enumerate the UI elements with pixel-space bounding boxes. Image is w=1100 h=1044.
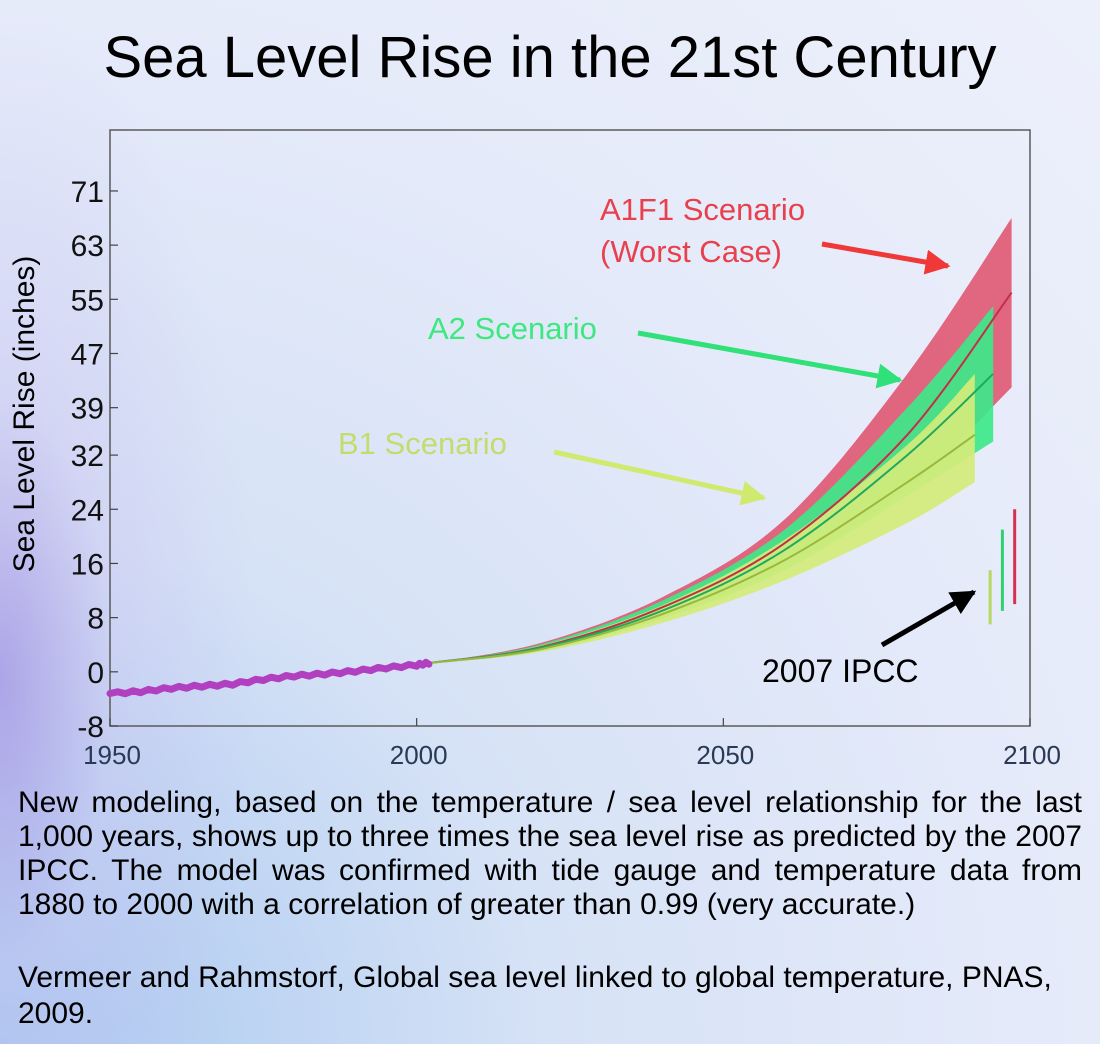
plot-frame — [109, 129, 1031, 727]
x-tick-label: 2000 — [390, 740, 448, 770]
b1-arrow — [553, 449, 767, 506]
y-tick-label: 16 — [71, 548, 104, 581]
ipcc-label: 2007 IPCC — [762, 653, 919, 689]
y-axis-label: Sea Level Rise (inches) — [8, 256, 41, 573]
a1f1-label-line2: (Worst Case) — [600, 234, 782, 269]
band-b1 — [428, 373, 975, 664]
ipcc-arrow — [880, 589, 977, 648]
source-citation: Vermeer and Rahmstorf, Global sea level … — [18, 961, 1052, 1030]
mean-line-b1 — [428, 433, 976, 665]
y-tick-label: 32 — [71, 440, 104, 473]
x-tick-label: 1950 — [83, 740, 141, 770]
a2-label: A2 Scenario — [428, 311, 597, 346]
x-tick-label: 2100 — [1003, 740, 1061, 770]
mean-line-a2 — [428, 373, 994, 665]
y-tick-label: 39 — [71, 393, 104, 426]
x-tick-label: 2050 — [696, 740, 754, 770]
y-tick-label: 63 — [71, 230, 104, 263]
y-tick-label: 47 — [71, 339, 104, 372]
chart-title: Sea Level Rise in the 21st Century — [103, 25, 997, 90]
y-tick-label: -8 — [77, 711, 104, 744]
y-tick-label: 55 — [71, 284, 104, 317]
observed-sea-level-line — [106, 658, 433, 698]
sea-level-chart: -8 0 8 16 24 32 39 47 55 63 71 1950 2000 2050 2100 Sea … — [8, 129, 1061, 770]
a1f1-arrow — [821, 241, 951, 275]
b1-label: B1 Scenario — [338, 426, 507, 461]
y-tick-label: 8 — [87, 603, 104, 636]
y-tick-label: 24 — [71, 494, 104, 527]
chart-caption: New modeling, based on the temperature /… — [18, 786, 1082, 921]
a2-arrow — [637, 330, 903, 389]
y-tick-label: 0 — [87, 657, 104, 690]
y-tick-label: 71 — [71, 176, 104, 209]
a1f1-label-line1: A1F1 Scenario — [600, 192, 805, 227]
